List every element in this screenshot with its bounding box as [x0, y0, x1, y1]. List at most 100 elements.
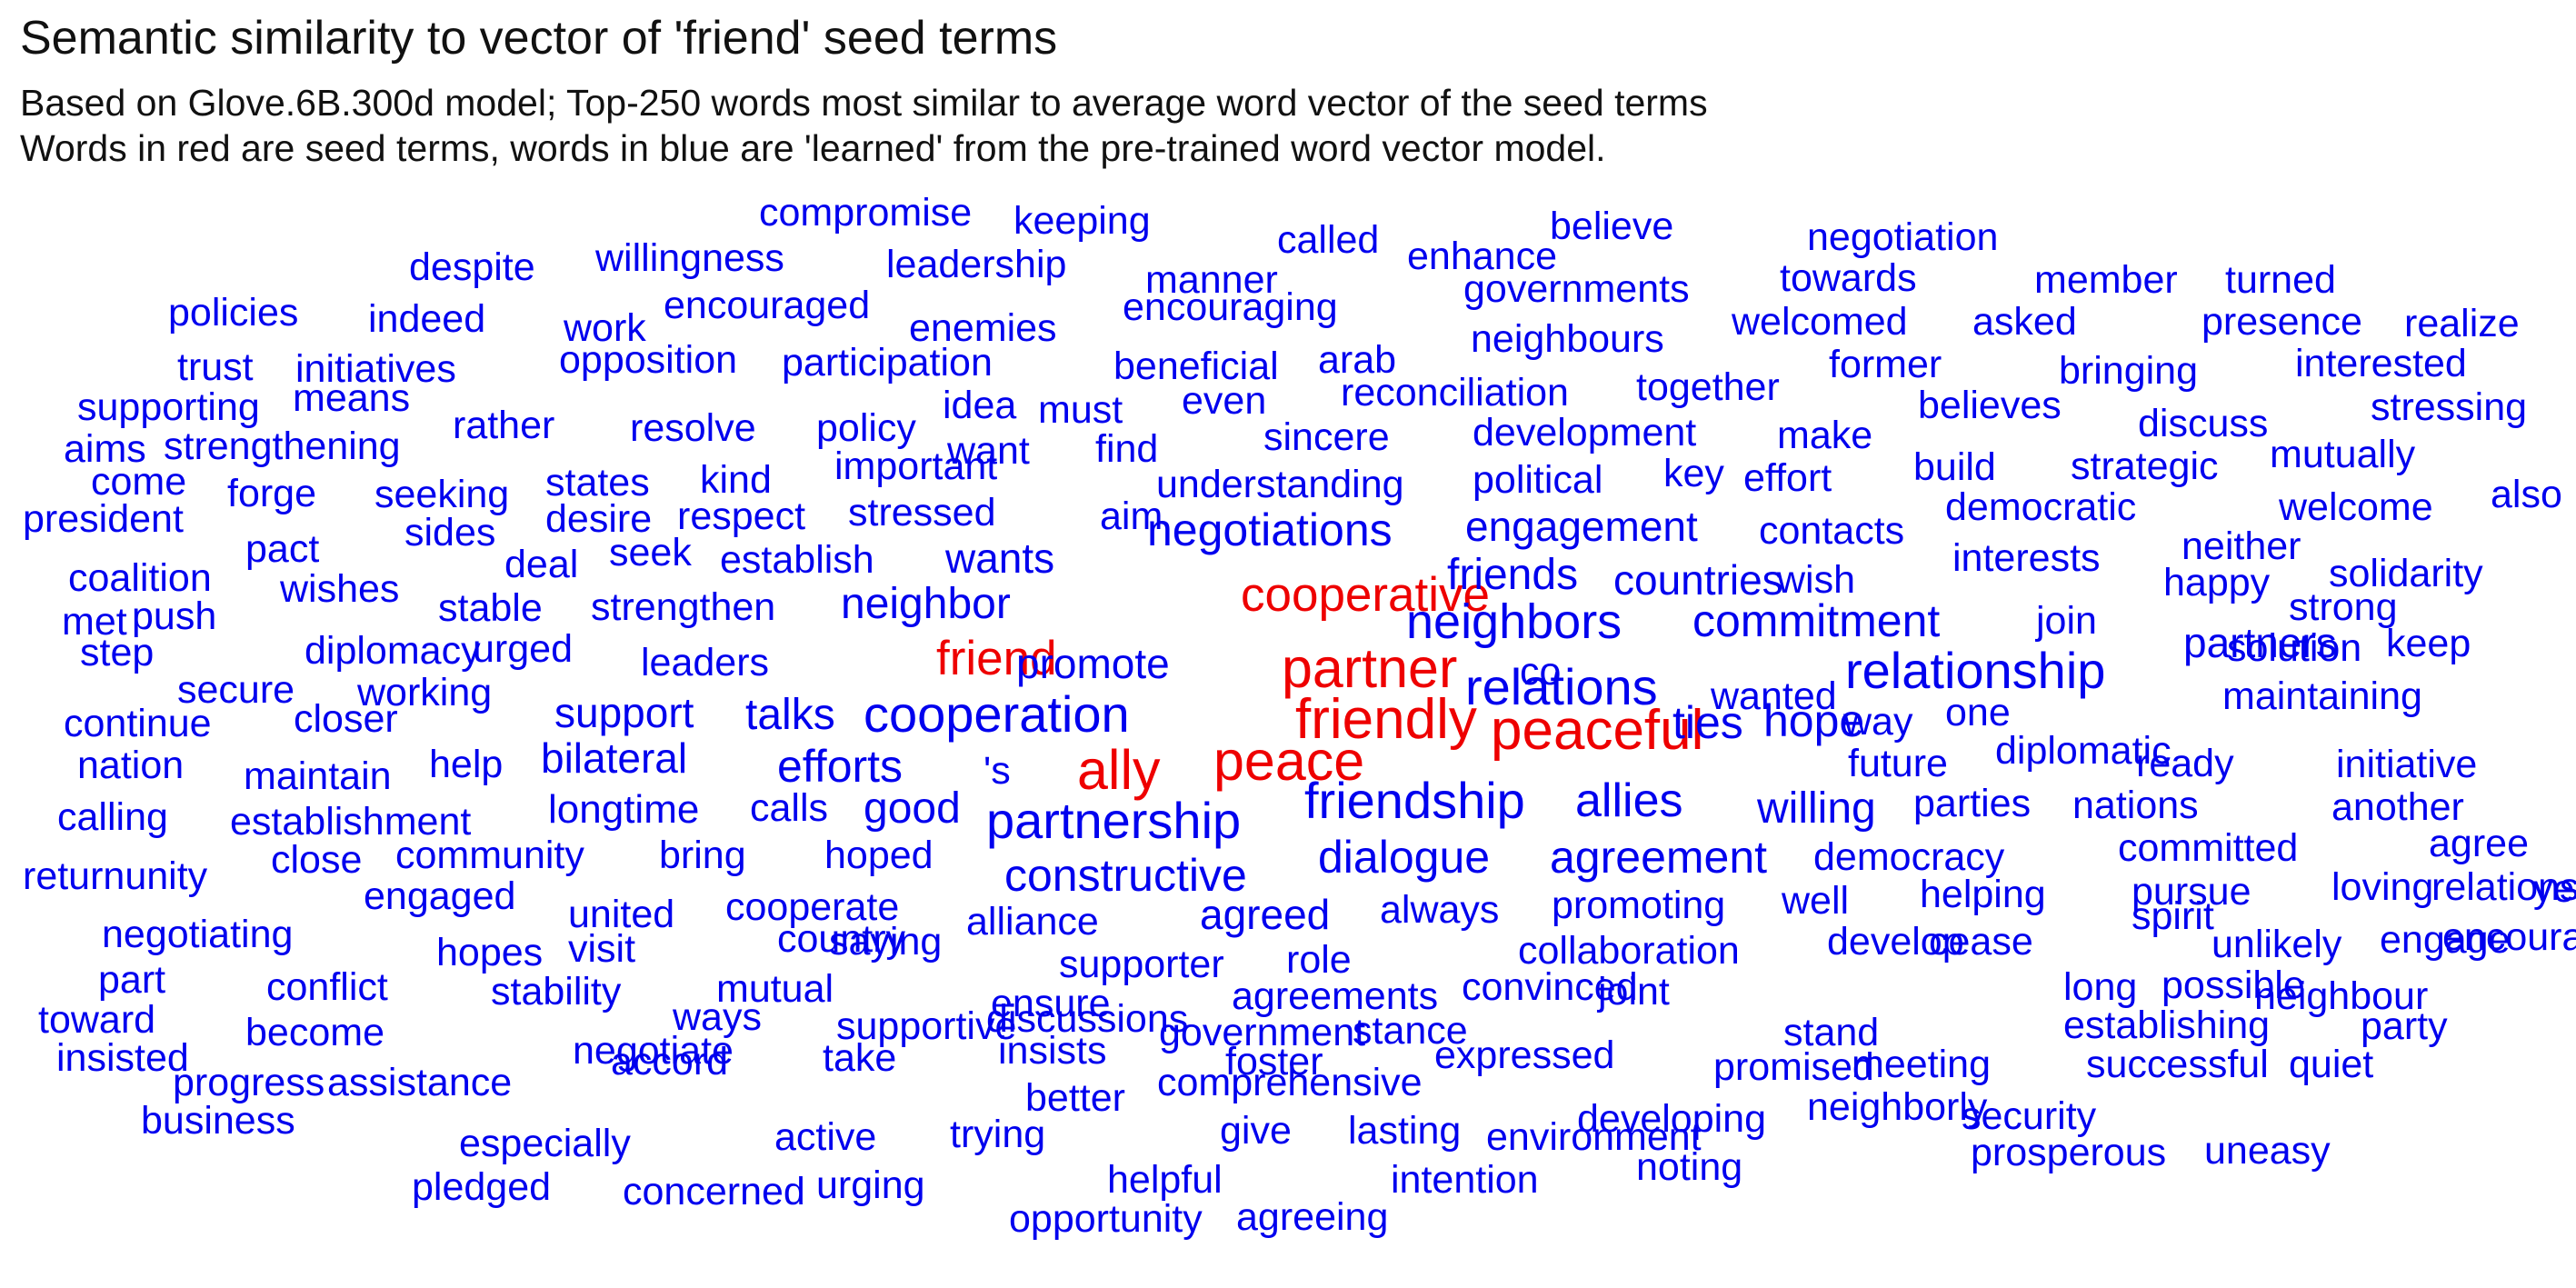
- word-rather: rather: [453, 404, 554, 447]
- word-come: come: [91, 460, 186, 504]
- word-neighbours: neighbours: [1471, 317, 1664, 361]
- word-visit: visit: [568, 927, 635, 971]
- word-stance: stance: [1353, 1009, 1468, 1053]
- word-bring: bring: [659, 834, 746, 877]
- word-stressed: stressed: [848, 491, 996, 534]
- word-concerned: concerned: [623, 1170, 805, 1213]
- word-sincere: sincere: [1263, 415, 1390, 459]
- word-welcomed: welcomed: [1731, 300, 1908, 344]
- word-agreement: agreement: [1550, 832, 1767, 883]
- word-agreements: agreements: [1232, 974, 1438, 1018]
- word-cease: cease: [1929, 920, 2033, 964]
- word-longtime: longtime: [548, 787, 699, 832]
- word-encouraged: encouraged: [664, 284, 870, 327]
- word-leaders: leaders: [641, 641, 769, 684]
- word-reconciliation: reconciliation: [1341, 371, 1569, 414]
- word-neighbour: neighbour: [2254, 974, 2428, 1018]
- word-supporting: supporting: [77, 385, 260, 429]
- word-assistance: assistance: [327, 1061, 512, 1104]
- word-close: close: [271, 838, 362, 882]
- word-saying: saying: [829, 920, 942, 964]
- word-step: step: [80, 631, 154, 674]
- word-sides: sides: [404, 511, 495, 554]
- word-aims: aims: [64, 427, 146, 471]
- word-despite: despite: [409, 245, 535, 289]
- word-stand: stand: [1783, 1011, 1879, 1054]
- word-support: support: [554, 689, 694, 736]
- word-asked: asked: [1972, 300, 2077, 344]
- word-possible: possible: [2162, 964, 2305, 1007]
- word-development: development: [1473, 411, 1696, 454]
- word-states: states: [545, 461, 650, 504]
- word-dialogue: dialogue: [1318, 832, 1490, 883]
- word-discussions: discussions: [986, 997, 1188, 1041]
- word-initiatives: initiatives: [295, 347, 456, 391]
- word-strategic: strategic: [2071, 444, 2219, 488]
- word-community: community: [395, 834, 584, 877]
- word-joint: joint: [1596, 970, 1670, 1013]
- word-party: party: [2361, 1004, 2448, 1048]
- word-happy: happy: [2163, 561, 2271, 604]
- word-even: even: [1182, 379, 1266, 423]
- word-understanding: understanding: [1156, 463, 1404, 506]
- word-engage: engage: [2380, 918, 2511, 962]
- word-ways: ways: [672, 995, 762, 1039]
- word-urged: urged: [473, 627, 573, 671]
- word-develop: develop: [1827, 920, 1964, 964]
- word-co: co: [1520, 650, 1561, 694]
- word-seed-cooperative: cooperative: [1241, 568, 1490, 622]
- word-leadership: leadership: [886, 243, 1066, 286]
- word-developing: developing: [1577, 1097, 1766, 1141]
- word-stressing: stressing: [2371, 385, 2527, 429]
- word-insists: insists: [998, 1029, 1106, 1073]
- word-give: give: [1220, 1109, 1292, 1153]
- word-calls: calls: [750, 786, 828, 830]
- word-neighbor: neighbor: [841, 580, 1011, 628]
- word-welcome: welcome: [2278, 485, 2433, 529]
- word-unlikely: unlikely: [2212, 923, 2342, 966]
- word-willing: willing: [1756, 784, 1876, 833]
- word-beneficial: beneficial: [1113, 344, 1279, 388]
- word-seed-peace: peace: [1213, 730, 1364, 792]
- word-neighbors: neighbors: [1406, 594, 1622, 649]
- word-conflict: conflict: [266, 965, 388, 1009]
- word-urging: urging: [816, 1163, 925, 1207]
- word-means: means: [293, 376, 410, 420]
- word-foster: foster: [1225, 1040, 1323, 1083]
- word-called: called: [1277, 218, 1379, 262]
- word-kind: kind: [700, 458, 772, 502]
- word-seed-friendly: friendly: [1295, 688, 1477, 751]
- word-friends: friends: [1447, 551, 1578, 599]
- word-helpful: helpful: [1107, 1158, 1223, 1202]
- word-mutual: mutual: [716, 967, 834, 1011]
- word-promote: promote: [1016, 640, 1170, 687]
- word-environment: environment: [1486, 1115, 1702, 1159]
- word-governments: governments: [1463, 267, 1690, 311]
- word-cooperation: cooperation: [864, 685, 1130, 743]
- word-convinced: convinced: [1462, 965, 1638, 1009]
- word-future: future: [1848, 742, 1948, 785]
- word-trust: trust: [177, 345, 254, 389]
- word-seed-peaceful: peaceful: [1491, 699, 1703, 762]
- word-coalition: coalition: [68, 556, 212, 600]
- word-maintain: maintain: [244, 754, 392, 798]
- word-relationship: relationship: [1845, 642, 2105, 699]
- word-seeking: seeking: [374, 473, 509, 516]
- word-closer: closer: [294, 697, 398, 741]
- word-seed-friend: friend: [936, 632, 1057, 685]
- word-ties: ties: [1672, 697, 1743, 748]
- word-policy: policy: [816, 406, 916, 450]
- word-mutually: mutually: [2270, 433, 2416, 476]
- word-toward: toward: [38, 998, 155, 1042]
- word-hopes: hopes: [436, 931, 543, 974]
- word-government: government: [1159, 1011, 1365, 1054]
- word-must: must: [1038, 388, 1123, 432]
- word-well: well: [1781, 879, 1849, 923]
- word-role: role: [1286, 938, 1352, 982]
- word-committed: committed: [2118, 826, 2298, 870]
- word-find: find: [1095, 427, 1158, 471]
- subtitle-line-1: Based on Glove.6B.300d model; Top-250 wo…: [20, 82, 1708, 124]
- word-stability: stability: [491, 970, 622, 1013]
- word-quiet: quiet: [2289, 1043, 2373, 1086]
